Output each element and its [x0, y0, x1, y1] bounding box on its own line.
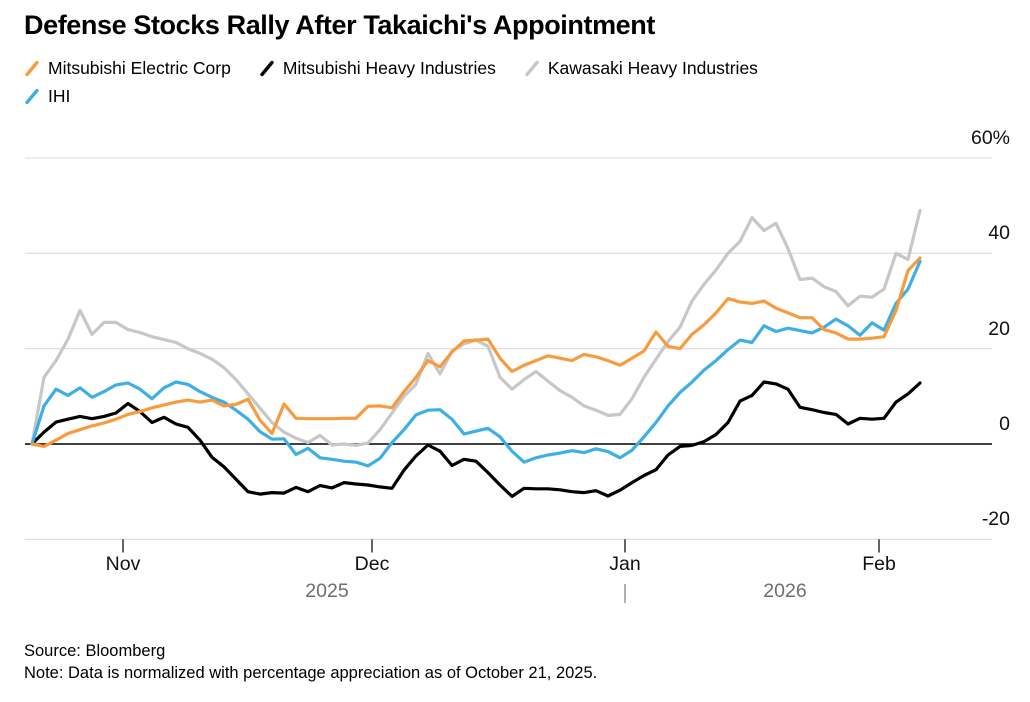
series-line-ihi: [30, 259, 922, 468]
year-label-2025: 2025: [305, 580, 349, 602]
legend-row-2: IHI: [24, 86, 758, 107]
note-text: Note: Data is normalized with percentage…: [24, 664, 598, 682]
legend-label: Mitsubishi Electric Corp: [48, 58, 231, 78]
x-axis-label-Jan: Jan: [609, 553, 641, 575]
x-axis-label-Dec: Dec: [354, 553, 390, 575]
legend-label: IHI: [48, 86, 71, 106]
year-label-2026: 2026: [763, 580, 807, 602]
chart-title: Defense Stocks Rally After Takaichi's Ap…: [24, 10, 655, 40]
y-axis-label-40: 40: [988, 222, 1010, 245]
legend-label: Kawasaki Heavy Industries: [547, 58, 758, 78]
legend-item-kawasaki-heavy: Kawasaki Heavy Industries: [524, 58, 758, 79]
series-line-mitsubishi-electric-corp: [30, 256, 922, 448]
legend: Mitsubishi Electric Corp Mitsubishi Heav…: [24, 58, 758, 107]
legend-row-1: Mitsubishi Electric Corp Mitsubishi Heav…: [24, 58, 758, 79]
y-axis-label-0: 0: [999, 413, 1010, 435]
legend-item-mitsubishi-electric: Mitsubishi Electric Corp: [24, 58, 231, 79]
x-axis-label-Nov: Nov: [105, 553, 141, 575]
y-axis-label-20: 20: [988, 317, 1010, 340]
y-axis-label--20: -20: [981, 508, 1010, 531]
series-slash-marker-icon: [260, 60, 274, 77]
x-axis-label-Feb: Feb: [862, 553, 896, 575]
legend-item-mitsubishi-heavy: Mitsubishi Heavy Industries: [259, 58, 496, 79]
series-slash-marker-icon: [525, 60, 539, 77]
series-slash-marker-icon: [25, 60, 39, 77]
legend-label: Mitsubishi Heavy Industries: [282, 58, 496, 78]
series-slash-marker-icon: [25, 88, 39, 105]
series-line-mitsubishi-heavy-industries: [30, 380, 922, 498]
source-text: Source: Bloomberg: [24, 642, 166, 660]
y-axis-label-60: 60%: [970, 126, 1010, 149]
chart-footer: Source: Bloomberg Note: Data is normaliz…: [24, 640, 597, 684]
legend-item-ihi: IHI: [24, 86, 70, 107]
